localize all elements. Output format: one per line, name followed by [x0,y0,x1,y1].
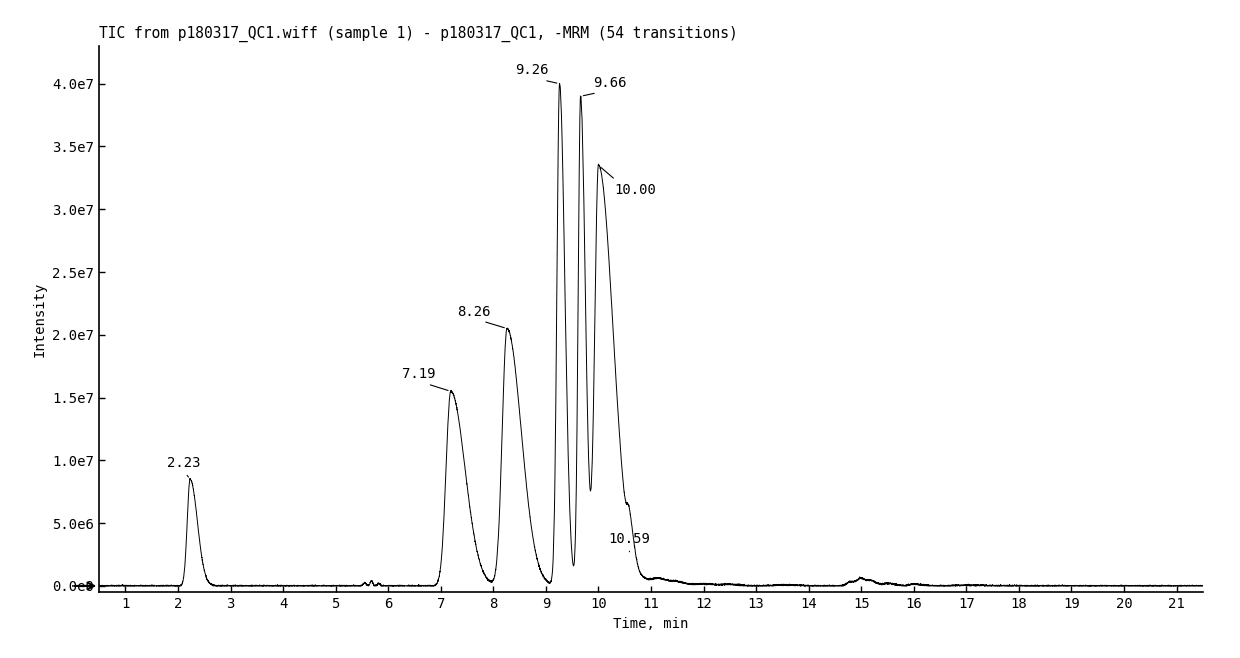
Text: 9.66: 9.66 [583,76,626,95]
Y-axis label: Intensity: Intensity [33,282,47,357]
Text: 10.00: 10.00 [600,167,656,197]
Text: 9.26: 9.26 [515,63,557,83]
Text: 10.59: 10.59 [609,532,651,552]
X-axis label: Time, min: Time, min [614,617,688,630]
Text: 8.26: 8.26 [458,305,505,328]
Text: 2.23: 2.23 [166,457,200,477]
Text: 7.19: 7.19 [402,367,448,390]
Text: TIC from p180317_QC1.wiff (sample 1) - p180317_QC1, -MRM (54 transitions): TIC from p180317_QC1.wiff (sample 1) - p… [99,26,738,42]
